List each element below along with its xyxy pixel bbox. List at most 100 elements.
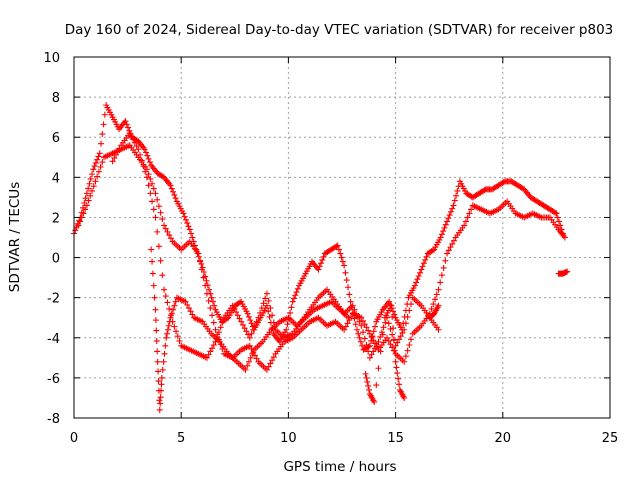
data-point [352, 321, 359, 328]
data-point [170, 306, 177, 313]
data-point [161, 350, 168, 357]
data-point [75, 222, 82, 229]
data-point [82, 195, 89, 202]
data-point [445, 247, 452, 254]
data-point [242, 366, 249, 373]
data-point [92, 159, 99, 166]
data-point [365, 382, 372, 389]
data-point [90, 183, 97, 190]
data-point [411, 282, 418, 289]
data-point [241, 325, 248, 332]
data-point [138, 157, 145, 164]
data-point [401, 394, 408, 401]
data-point [339, 258, 346, 265]
data-point [372, 323, 379, 330]
data-point [366, 330, 373, 337]
data-point [203, 290, 210, 297]
data-point [182, 216, 189, 223]
y-tick-label: -8 [47, 412, 60, 427]
data-point [186, 226, 193, 233]
data-point [429, 247, 436, 254]
data-point [360, 317, 367, 324]
data-point [402, 320, 409, 327]
data-point [554, 214, 561, 221]
data-point [248, 320, 255, 327]
data-point [391, 347, 398, 354]
data-point [135, 146, 142, 153]
data-point [384, 334, 391, 341]
data-point [147, 190, 154, 197]
data-point [182, 298, 189, 305]
data-point [131, 139, 138, 146]
grid-lines [74, 57, 610, 418]
data-point [406, 341, 413, 348]
data-point [133, 143, 140, 150]
data-point [342, 323, 349, 330]
data-point [111, 155, 118, 162]
data-point [210, 341, 217, 348]
data-point [96, 150, 103, 157]
data-point [125, 124, 132, 131]
data-point [357, 338, 364, 345]
data-point [450, 202, 457, 209]
data-point [217, 324, 224, 331]
data-point [377, 348, 384, 355]
data-point [152, 317, 159, 324]
data-point [404, 313, 411, 320]
data-point [198, 266, 205, 273]
series-track-e [362, 268, 571, 405]
data-point [461, 222, 468, 229]
data-point [167, 235, 174, 242]
data-point [245, 331, 252, 338]
data-point [167, 182, 174, 189]
data-point [267, 360, 274, 367]
data-point [100, 121, 107, 128]
data-point [145, 155, 152, 162]
data-point [284, 321, 291, 328]
data-point [438, 231, 445, 238]
data-point [184, 220, 191, 227]
plot-frame [73, 56, 611, 419]
data-point [145, 171, 152, 178]
data-point [557, 222, 564, 229]
data-point [360, 329, 367, 336]
data-point [287, 309, 294, 316]
data-point [203, 277, 210, 284]
data-point [293, 289, 300, 296]
data-point [263, 302, 270, 309]
data-point [116, 145, 123, 152]
data-point [151, 294, 158, 301]
data-point [260, 300, 267, 307]
data-point [234, 312, 241, 319]
data-point [209, 298, 216, 305]
data-point [561, 234, 568, 241]
data-point [446, 212, 453, 219]
data-point [92, 178, 99, 185]
data-point [392, 342, 399, 349]
data-point [246, 342, 253, 349]
data-point [265, 363, 272, 370]
x-axis-label: GPS time / hours [283, 459, 396, 475]
data-point [185, 223, 192, 230]
data-point [248, 330, 255, 337]
data-point [122, 118, 129, 125]
data-point [373, 382, 380, 389]
data-point [239, 321, 246, 328]
data-point [359, 342, 366, 349]
data-point [440, 228, 447, 235]
data-point [150, 206, 157, 213]
data-point [236, 315, 243, 322]
y-tick-label: -4 [47, 332, 60, 347]
data-point [147, 175, 154, 182]
data-point [317, 260, 324, 267]
data-point [212, 326, 219, 333]
data-point [390, 308, 397, 315]
data-point [253, 355, 260, 362]
data-point [188, 230, 195, 237]
data-point [233, 309, 240, 316]
y-tick-label: -6 [47, 372, 60, 387]
data-point [219, 319, 226, 326]
data-point [209, 345, 216, 352]
data-point [343, 277, 350, 284]
